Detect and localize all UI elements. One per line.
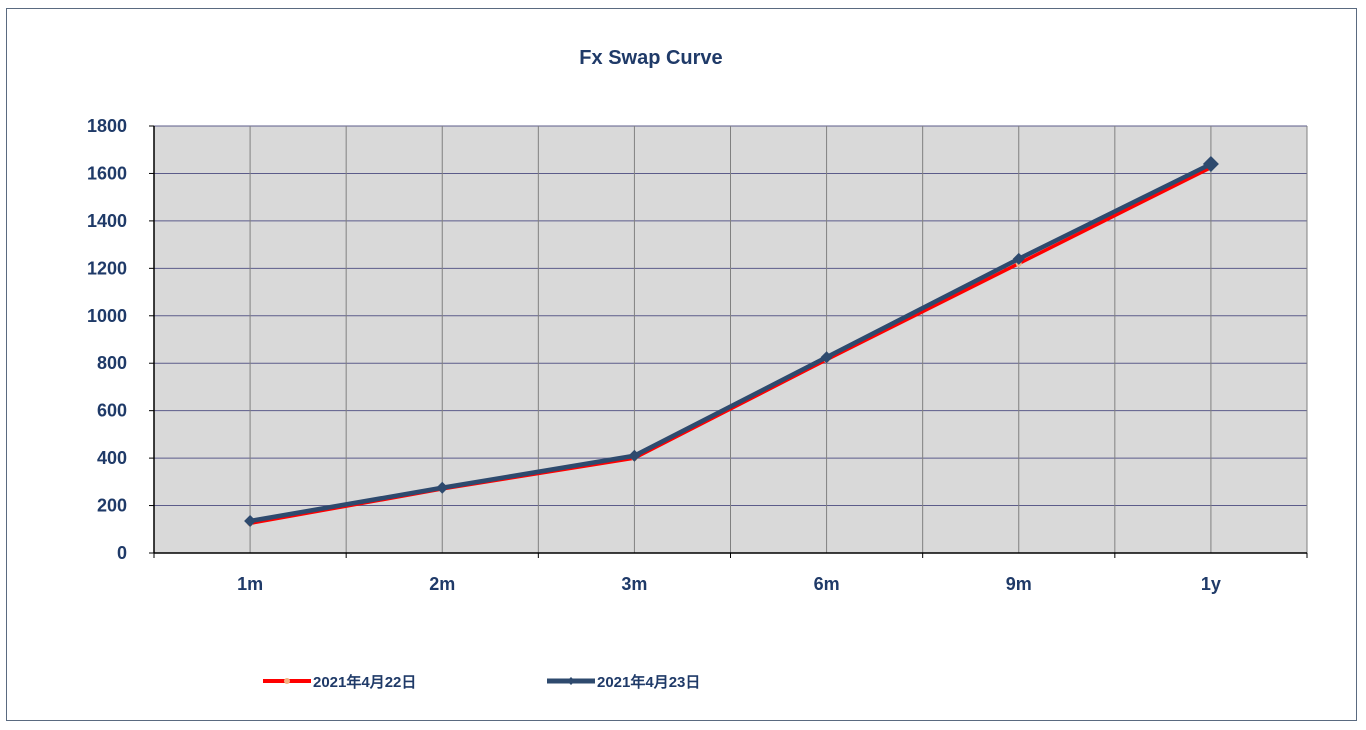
y-tick-label: 0 <box>117 543 127 563</box>
data-point <box>1202 155 1219 172</box>
legend-item: 2021年4月22日 <box>263 673 416 691</box>
y-tick-label: 200 <box>97 496 127 516</box>
legend: 2021年4月22日 2021年4月23日 <box>263 673 700 691</box>
legend-label: 2021年4月23日 <box>597 673 700 691</box>
series-line <box>249 161 1212 524</box>
legend-label: 2021年4月22日 <box>313 673 416 691</box>
legend-marker <box>567 677 575 685</box>
y-tick-label: 800 <box>97 353 127 373</box>
legend-item: 2021年4月23日 <box>547 673 700 691</box>
y-tick-label: 1200 <box>87 258 127 278</box>
data-point <box>628 449 641 462</box>
y-tick-label: 400 <box>97 448 127 468</box>
x-tick-label: 9m <box>1006 574 1032 594</box>
y-tick-label: 600 <box>97 401 127 421</box>
data-point <box>436 481 449 494</box>
x-tick-label: 6m <box>814 574 840 594</box>
plot-area: 0 200 400 600 800 1000 1200 1400 1600 1800 1m 2m 3m 6… <box>87 116 1308 594</box>
x-tick-label: 1y <box>1201 574 1221 594</box>
data-point <box>244 514 257 527</box>
data-point <box>820 351 833 364</box>
data-point <box>1012 252 1025 265</box>
chart-canvas: Fx Swap Curve 0 200 400 600 800 1000 1200 1400 1… <box>87 47 1308 691</box>
y-tick-label: 1600 <box>87 163 127 183</box>
y-tick-label: 1800 <box>87 116 127 136</box>
y-tick-label: 1000 <box>87 306 127 326</box>
chart-container: Fx Swap Curve 0 200 400 600 800 1000 1200 1400 1… <box>6 8 1357 721</box>
chart-title: Fx Swap Curve <box>579 47 722 69</box>
x-tick-label: 3m <box>621 574 647 594</box>
x-tick-label: 2m <box>429 574 455 594</box>
x-tick-label: 1m <box>237 574 263 594</box>
y-tick-label: 1400 <box>87 211 127 231</box>
legend-marker <box>284 678 290 684</box>
